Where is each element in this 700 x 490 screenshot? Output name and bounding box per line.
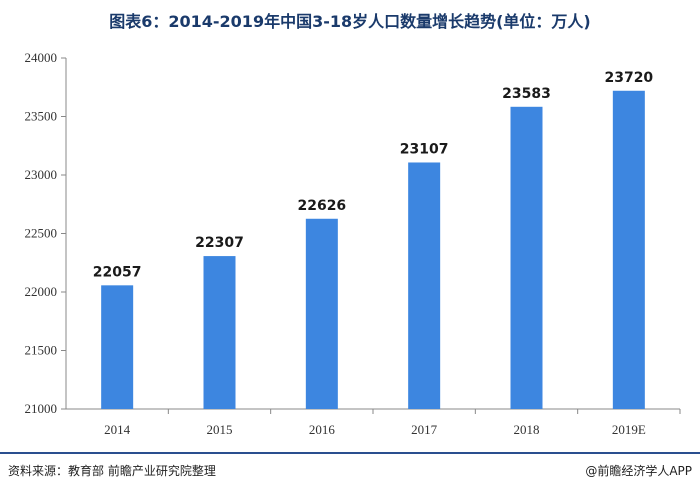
y-tick-label: 22500 [25,226,58,241]
labels-group: 22057 2014 22307 2015 22626 2016 23107 2017 2358… [93,70,654,437]
brand-credit: @前瞻经济学人APP [585,464,692,478]
x-tick-label: 2018 [514,422,540,437]
y-tick-label: 21000 [25,401,58,416]
bar [203,256,236,409]
bar-value-label: 22057 [93,264,142,280]
bar-value-label: 23583 [502,86,551,102]
y-tick-label: 22000 [25,284,58,299]
chart-title: 图表6：2014-2019年中国3-18岁人口数量增长趋势(单位：万人) [109,12,591,31]
x-tick-label: 2016 [309,422,336,437]
bar [408,162,441,409]
y-tick-label: 23000 [25,167,58,182]
bar-value-label: 23107 [400,141,449,157]
bar-chart: 21000 21500 22000 22500 23000 23500 24000 2205… [25,50,681,437]
bar-value-label: 22307 [195,235,244,251]
footer: 资料来源：教育部 前瞻产业研究院整理 @前瞻经济学人APP [0,452,700,490]
bar [510,106,543,409]
x-tick-label: 2017 [411,422,438,437]
bar [305,218,338,409]
y-tick-label: 23500 [25,109,58,124]
bar-value-label: 22626 [297,198,346,214]
bar [612,90,645,409]
y-tick-label: 24000 [25,50,58,65]
axes-group: 21000 21500 22000 22500 23000 23500 24000 [25,50,681,416]
y-tick-label: 21500 [25,343,58,358]
x-tick-label: 2019E [612,422,646,437]
bars-group [101,90,645,409]
bar [101,285,134,409]
bar-value-label: 23720 [604,70,653,86]
x-tick-label: 2014 [104,422,131,437]
source-note: 资料来源：教育部 前瞻产业研究院整理 [8,464,216,478]
x-tick-label: 2015 [207,422,233,437]
